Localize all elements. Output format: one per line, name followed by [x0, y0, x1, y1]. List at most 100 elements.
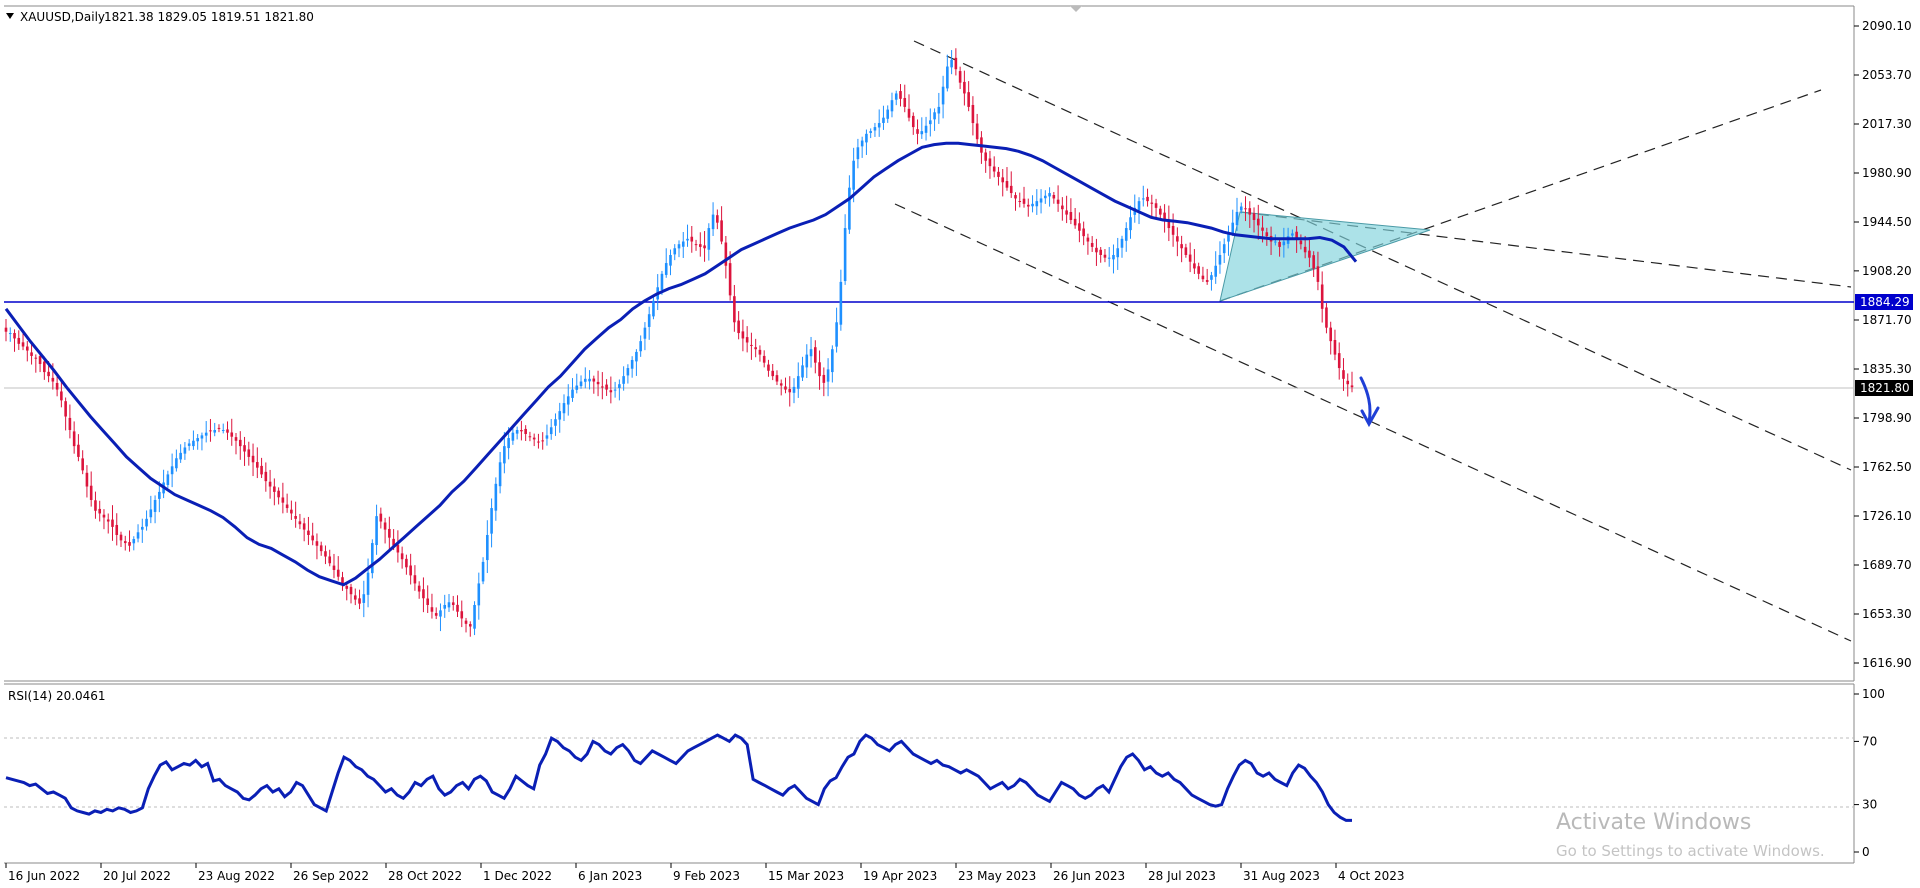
- triangle-upper-extension[interactable]: [1239, 211, 1852, 288]
- candle-body: [409, 565, 412, 576]
- candle-body: [123, 541, 127, 544]
- candle-body: [1159, 208, 1162, 215]
- candle-body: [1231, 222, 1235, 234]
- lower-channel-line[interactable]: [894, 203, 1852, 642]
- candle-body: [728, 263, 732, 296]
- upper-channel-line[interactable]: [913, 40, 1852, 471]
- candle-body: [549, 427, 553, 435]
- candle-body: [362, 594, 366, 603]
- candle-body: [1095, 247, 1098, 253]
- candle-body: [784, 386, 787, 390]
- candle-body: [473, 604, 476, 629]
- candle-body: [481, 561, 485, 582]
- candle-body: [68, 417, 72, 430]
- down-arrow-annotation[interactable]: [1359, 376, 1380, 428]
- candle-body: [34, 357, 38, 359]
- candle-body: [537, 441, 540, 443]
- candle-body: [221, 429, 225, 431]
- candle-body: [882, 117, 885, 123]
- candle-body: [1044, 195, 1047, 199]
- candle-body: [209, 430, 212, 432]
- candle-body: [571, 389, 574, 398]
- price-axis: 2090.10 2053.70 2017.30 1980.90 1944.50 1908.…: [1854, 19, 1912, 670]
- candle-body: [72, 431, 76, 447]
- candle-body: [1180, 244, 1183, 249]
- candle-body: [822, 374, 826, 383]
- candle-body: [1261, 227, 1264, 231]
- main-panel: [4, 6, 1854, 681]
- candle-body: [345, 585, 349, 589]
- candle-body: [298, 521, 302, 525]
- candle-body: [1227, 233, 1230, 242]
- candle-body: [558, 411, 562, 420]
- price-tick-label: 1616.90: [1862, 656, 1912, 670]
- candle-body: [967, 92, 970, 107]
- candle-body: [865, 133, 868, 143]
- candle-body: [835, 322, 838, 347]
- candle-body: [1235, 211, 1239, 226]
- candle-body: [341, 577, 344, 584]
- candle-body: [524, 428, 527, 435]
- triangle-pattern[interactable]: [1219, 211, 1431, 302]
- candle-body: [997, 171, 1000, 177]
- candle-body: [102, 514, 106, 518]
- candle-body: [328, 556, 332, 564]
- candle-body: [779, 383, 783, 386]
- candle-body: [204, 432, 208, 436]
- candle-body: [758, 349, 762, 355]
- candle-body: [25, 346, 29, 351]
- candle-body: [226, 429, 229, 433]
- candle-body: [281, 497, 285, 503]
- candle-body: [805, 354, 809, 368]
- candle-body: [1163, 212, 1166, 220]
- candle-body: [422, 589, 425, 599]
- candle-body: [417, 585, 421, 592]
- candle-body: [554, 419, 557, 426]
- triangle-lower-extension[interactable]: [1219, 89, 1822, 302]
- candle-body: [1039, 198, 1043, 203]
- candle-body: [911, 115, 915, 128]
- candle-body: [256, 462, 259, 468]
- candle-body: [1099, 249, 1102, 255]
- candle-body: [988, 158, 992, 167]
- candle-body: [349, 586, 353, 595]
- dropdown-arrow-icon[interactable]: [6, 13, 14, 19]
- candle-body: [290, 509, 293, 514]
- candle-body: [486, 534, 489, 561]
- candle-body: [238, 439, 242, 447]
- scroll-marker-icon[interactable]: [1070, 6, 1082, 12]
- price-tick-label: 2017.30: [1862, 117, 1912, 131]
- price-tick-label: 1726.10: [1862, 509, 1912, 523]
- candle-body: [792, 386, 796, 393]
- candle-body: [1056, 199, 1060, 204]
- candle-body: [128, 542, 131, 546]
- candle-body: [443, 604, 447, 609]
- candle-body: [528, 436, 532, 438]
- candle-body: [652, 300, 655, 317]
- time-axis: 16 Jun 2022 20 Jul 2022 23 Aug 2022 26 Sep …: [5, 863, 1405, 883]
- candle-body: [1107, 257, 1111, 259]
- candle-body: [47, 371, 50, 377]
- candle-body: [460, 611, 464, 619]
- rsi-tick-label: 100: [1862, 687, 1885, 701]
- candle-body: [507, 438, 510, 449]
- candle-body: [1146, 196, 1149, 202]
- candle-body: [132, 539, 136, 544]
- time-tick-label: 26 Sep 2022: [293, 869, 369, 883]
- candle-body: [106, 519, 110, 522]
- candle-body: [158, 491, 161, 499]
- candle-body: [1274, 241, 1277, 243]
- candle-body: [826, 369, 830, 382]
- candle-body: [217, 427, 221, 429]
- candle-body: [541, 440, 544, 442]
- candle-body: [720, 220, 723, 242]
- candle-body: [1090, 243, 1094, 247]
- candle-body: [426, 598, 429, 605]
- candle-body: [1154, 203, 1158, 208]
- candle-body: [788, 389, 792, 393]
- candle-body: [1282, 241, 1286, 246]
- candle-body: [1112, 254, 1115, 260]
- candle-body: [1120, 238, 1124, 248]
- candle-body: [247, 449, 251, 457]
- arrow-head-icon: [1360, 406, 1380, 428]
